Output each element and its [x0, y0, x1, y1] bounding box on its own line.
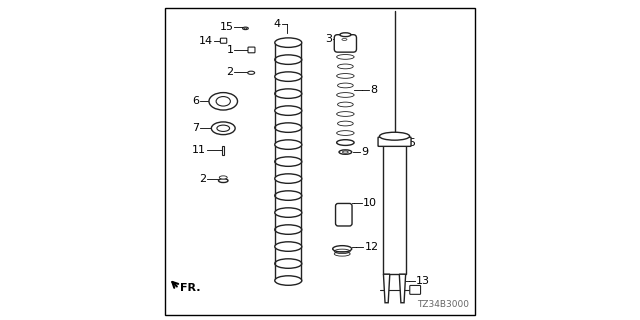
Ellipse shape — [339, 150, 352, 154]
FancyBboxPatch shape — [334, 35, 356, 52]
Ellipse shape — [337, 102, 353, 107]
Text: 11: 11 — [192, 146, 206, 156]
Ellipse shape — [275, 157, 301, 166]
Ellipse shape — [275, 140, 301, 149]
Ellipse shape — [342, 38, 347, 40]
Ellipse shape — [275, 72, 301, 81]
Text: 15: 15 — [220, 22, 234, 32]
FancyBboxPatch shape — [378, 137, 411, 146]
Ellipse shape — [337, 92, 354, 97]
Ellipse shape — [337, 54, 354, 59]
Ellipse shape — [337, 131, 354, 135]
Ellipse shape — [340, 33, 351, 36]
Ellipse shape — [337, 74, 354, 78]
Ellipse shape — [337, 140, 353, 145]
Ellipse shape — [216, 97, 230, 106]
Text: 2: 2 — [198, 174, 206, 184]
Text: 8: 8 — [370, 85, 377, 95]
Ellipse shape — [337, 121, 353, 126]
Ellipse shape — [275, 174, 301, 183]
Ellipse shape — [217, 125, 230, 132]
Ellipse shape — [220, 176, 227, 179]
Bar — [221, 146, 223, 155]
Ellipse shape — [218, 179, 228, 182]
Ellipse shape — [248, 71, 255, 74]
Text: 1: 1 — [227, 45, 234, 55]
Ellipse shape — [275, 38, 301, 47]
Ellipse shape — [275, 208, 301, 217]
Text: 3: 3 — [324, 34, 332, 44]
FancyBboxPatch shape — [335, 204, 352, 226]
Polygon shape — [399, 274, 406, 303]
Ellipse shape — [209, 92, 237, 110]
Ellipse shape — [337, 140, 354, 145]
Ellipse shape — [275, 259, 301, 268]
FancyBboxPatch shape — [220, 38, 227, 43]
Text: 14: 14 — [198, 36, 212, 46]
Ellipse shape — [275, 191, 301, 200]
Text: FR.: FR. — [180, 283, 201, 293]
Ellipse shape — [339, 45, 351, 50]
Text: 9: 9 — [361, 147, 369, 157]
Ellipse shape — [211, 122, 235, 135]
Ellipse shape — [337, 64, 353, 69]
Ellipse shape — [275, 123, 301, 132]
Ellipse shape — [275, 242, 301, 251]
Ellipse shape — [243, 27, 248, 30]
Bar — [383, 135, 406, 274]
Text: 10: 10 — [363, 198, 377, 208]
Polygon shape — [383, 274, 390, 303]
Ellipse shape — [380, 132, 410, 140]
Ellipse shape — [275, 276, 301, 285]
FancyBboxPatch shape — [248, 47, 255, 53]
Ellipse shape — [275, 55, 301, 64]
Text: 5: 5 — [408, 138, 415, 148]
Ellipse shape — [337, 83, 353, 88]
Ellipse shape — [275, 89, 301, 98]
Ellipse shape — [244, 28, 247, 29]
Text: 13: 13 — [416, 276, 430, 286]
Ellipse shape — [342, 151, 348, 153]
FancyBboxPatch shape — [410, 285, 420, 294]
Text: 7: 7 — [193, 123, 200, 133]
Text: 4: 4 — [274, 19, 281, 28]
Text: 2: 2 — [227, 67, 234, 77]
Ellipse shape — [333, 246, 352, 252]
Text: TZ34B3000: TZ34B3000 — [417, 300, 469, 309]
Ellipse shape — [275, 225, 301, 234]
Text: 6: 6 — [193, 96, 200, 106]
Ellipse shape — [340, 37, 349, 41]
Ellipse shape — [337, 112, 354, 116]
Ellipse shape — [275, 106, 301, 116]
Text: 12: 12 — [364, 242, 378, 252]
